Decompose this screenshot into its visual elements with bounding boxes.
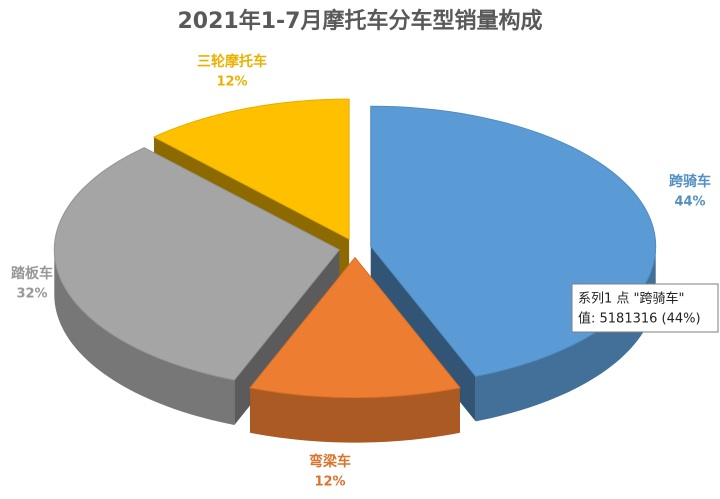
data-label-value: 12% bbox=[314, 475, 345, 490]
slice bbox=[249, 256, 461, 443]
slice-top bbox=[53, 147, 341, 381]
slice-side bbox=[54, 249, 235, 425]
data-label-name: 弯梁车 bbox=[309, 453, 351, 470]
slice-top bbox=[152, 98, 350, 240]
data-label-name: 踏板车 bbox=[11, 265, 53, 282]
chart-title: 2021年1-7月摩托车分车型销量构成 bbox=[178, 8, 543, 34]
slice-top bbox=[249, 256, 461, 399]
tooltip-box bbox=[571, 283, 719, 333]
slice-side bbox=[475, 246, 656, 422]
tooltip-line: 系列1 点 "跨骑车" bbox=[578, 291, 685, 307]
slice bbox=[53, 147, 341, 425]
data-label-value: 12% bbox=[216, 75, 247, 90]
data-label-name: 跨骑车 bbox=[669, 173, 711, 190]
tooltip-line: 值: 5181316 (44%) bbox=[578, 311, 701, 327]
data-label-value: 44% bbox=[674, 195, 705, 210]
data-label-value: 32% bbox=[16, 287, 47, 302]
slice-side bbox=[250, 387, 460, 443]
data-label-name: 三轮摩托车 bbox=[197, 53, 267, 70]
